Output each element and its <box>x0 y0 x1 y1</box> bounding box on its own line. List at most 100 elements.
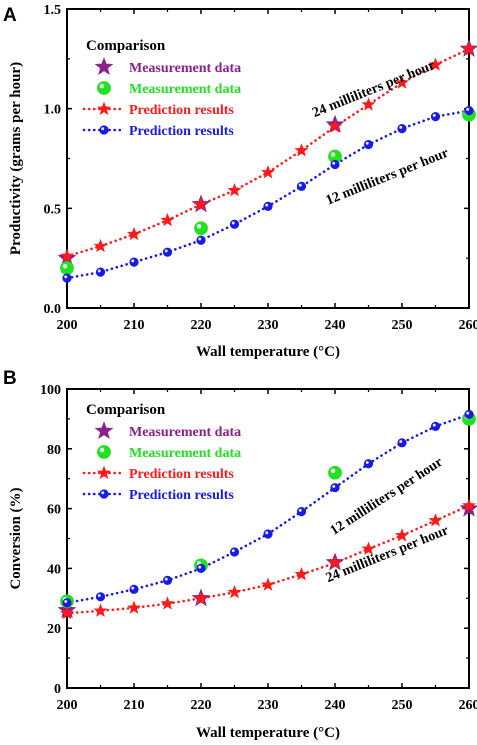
legend-label: Prediction results <box>129 103 234 118</box>
prediction-point-star <box>60 605 74 620</box>
y-tick-label: 0 <box>54 682 61 697</box>
prediction-point-circle <box>263 529 273 539</box>
panel-a: 200 210 220 230 240 250 260 0.0 0.5 1.0 1.5 Wall te… <box>8 3 477 360</box>
prediction-point-star <box>160 212 175 227</box>
prediction-point-star <box>428 513 443 527</box>
legend-label: Measurement data <box>129 446 241 461</box>
prediction-point-circle <box>330 483 340 493</box>
prediction-point-circle <box>196 235 206 245</box>
prediction-point-circle <box>296 506 307 517</box>
prediction-point-star <box>328 119 342 133</box>
prediction-point-star <box>395 75 409 89</box>
legend-label: Prediction results <box>129 467 234 482</box>
legend-label: Measurement data <box>129 82 241 97</box>
panel-letter-a: A <box>3 5 17 26</box>
prediction-point-circle <box>464 409 474 420</box>
measurement-point-circle <box>328 465 342 480</box>
x-tick-label: 230 <box>258 318 279 333</box>
legend-marker-star <box>94 57 114 75</box>
x-tick-label: 250 <box>392 698 413 713</box>
prediction-point-star <box>395 528 409 542</box>
prediction-point-circle <box>430 112 441 122</box>
y-tick-label: 20 <box>47 622 61 637</box>
x-tick-label: 200 <box>57 698 78 713</box>
y-axis-title: Productivity (grams per hour) <box>8 62 24 255</box>
measurement-point-circle <box>60 261 74 276</box>
prediction-point-star <box>227 183 242 197</box>
prediction-point-circle <box>62 598 72 608</box>
prediction-point-circle <box>397 438 407 448</box>
y-tick-label: 0.0 <box>44 302 62 317</box>
prediction-point-circle <box>129 584 139 594</box>
legend-label: Measurement data <box>129 61 241 76</box>
prediction-point-circle <box>129 257 139 267</box>
x-axis-title: Wall temperature (°C) <box>196 344 340 360</box>
prediction-point-circle <box>263 201 273 211</box>
prediction-point-star <box>361 97 376 111</box>
legend-marker-circle <box>97 445 111 459</box>
flow-rate-annotation: 24 milliliters per hour <box>310 58 437 121</box>
prediction-point-star <box>194 196 208 211</box>
prediction-point-star <box>93 603 108 617</box>
prediction-point-star <box>261 165 275 179</box>
y-tick-label: 40 <box>47 562 61 577</box>
y-tick-label: 1.0 <box>44 103 62 118</box>
prediction-point-circle <box>363 459 374 469</box>
prediction-point-star <box>160 596 175 610</box>
prediction-line-red <box>65 504 471 615</box>
x-tick-label: 220 <box>191 698 212 713</box>
x-tick-label: 220 <box>191 318 212 333</box>
y-tick-label: 1.5 <box>44 3 62 18</box>
legend-marker-star <box>97 101 111 115</box>
prediction-line-blue <box>65 109 471 280</box>
legend-marker-star <box>97 465 111 479</box>
prediction-point-star <box>361 541 376 555</box>
legend-label: Prediction results <box>129 488 234 503</box>
prediction-line-blue <box>65 413 471 605</box>
flow-rate-annotation: 12 milliliters per hour <box>328 455 446 539</box>
prediction-point-circle <box>162 575 173 585</box>
prediction-point-star <box>261 577 275 591</box>
x-tick-label: 230 <box>258 698 279 713</box>
x-axis-title: Wall temperature (°C) <box>196 725 340 741</box>
prediction-point-circle <box>397 124 407 134</box>
legend-marker-circle <box>99 125 109 135</box>
prediction-point-circle <box>363 139 374 150</box>
prediction-point-circle <box>196 563 206 574</box>
prediction-point-circle <box>95 267 106 277</box>
legend-marker-circle <box>97 81 111 95</box>
legend-title: Comparison <box>86 402 166 418</box>
x-tick-label: 260 <box>459 698 477 713</box>
prediction-point-star <box>462 498 476 512</box>
y-tick-label: 80 <box>47 443 61 458</box>
prediction-point-star <box>93 238 108 253</box>
legend-title: Comparison <box>86 38 166 54</box>
x-tick-label: 210 <box>124 318 145 333</box>
prediction-point-circle <box>430 421 441 431</box>
legend-marker-star <box>94 421 114 439</box>
prediction-point-star <box>462 41 476 55</box>
prediction-point-circle <box>162 247 173 257</box>
legend: Comparison Measurement data Measurement da… <box>82 38 241 139</box>
prediction-point-circle <box>330 159 340 170</box>
prediction-point-star <box>127 226 141 241</box>
y-axis-title: Conversion (%) <box>8 487 24 589</box>
legend-marker-circle <box>99 489 109 499</box>
y-tick-label: 100 <box>40 383 61 398</box>
prediction-point-circle <box>229 547 240 557</box>
x-tick-label: 210 <box>124 698 145 713</box>
prediction-point-star <box>60 248 74 263</box>
prediction-point-circle <box>95 592 106 602</box>
prediction-point-star <box>428 57 443 71</box>
flow-rate-annotation: 12 milliliters per hour <box>324 146 451 209</box>
panel-letter-b: B <box>3 368 17 389</box>
legend-label: Measurement data <box>129 425 241 440</box>
prediction-point-circle <box>62 273 72 283</box>
x-tick-label: 240 <box>325 318 346 333</box>
x-tick-label: 240 <box>325 698 346 713</box>
x-tick-label: 200 <box>57 318 78 333</box>
legend-label: Prediction results <box>129 124 234 139</box>
prediction-point-star <box>294 567 309 581</box>
